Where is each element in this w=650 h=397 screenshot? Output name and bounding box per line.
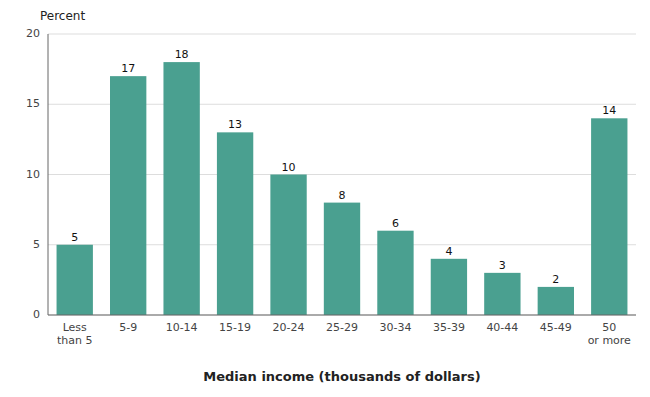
data-label: 5 [71, 231, 78, 244]
x-tick-label-line: 5-9 [119, 321, 137, 334]
y-tick-label: 15 [26, 97, 40, 110]
x-tick-label-line: or more [588, 334, 631, 347]
bar [110, 76, 146, 315]
x-tick-label-line: 15-19 [219, 321, 251, 334]
bar [484, 273, 520, 315]
data-label: 18 [175, 48, 189, 61]
bar [591, 118, 627, 315]
grid-line [48, 315, 636, 316]
y-tick-label: 20 [26, 27, 40, 40]
bar [431, 259, 467, 315]
x-tick-label-line: 20-24 [273, 321, 305, 334]
x-tick-label: 35-39 [433, 321, 465, 334]
data-label: 8 [339, 189, 346, 202]
x-tick-label: 15-19 [219, 321, 251, 334]
bar [163, 62, 199, 315]
data-label: 3 [499, 259, 506, 272]
x-tick-label: 45-49 [540, 321, 572, 334]
page: {"chart_data": {"type": "bar", "categori… [0, 0, 650, 397]
bar [324, 203, 360, 315]
x-tick-label-line: 10-14 [166, 321, 198, 334]
x-tick-label-line: 45-49 [540, 321, 572, 334]
bars [57, 62, 628, 315]
x-tick-label-line: 25-29 [326, 321, 358, 334]
y-tick-label: 0 [33, 308, 40, 321]
x-tick-label-line: than 5 [57, 334, 93, 347]
data-labels: 5 17 18 13 10 8 6 4 3 2 14 [71, 48, 616, 286]
x-tick-label: 50or more [588, 321, 631, 347]
bar [57, 245, 93, 315]
x-tick-label-line: 50 [602, 321, 616, 334]
x-tick-label-line: 35-39 [433, 321, 465, 334]
x-axis-line [48, 315, 636, 316]
bar [217, 132, 253, 315]
x-tick-label: 20-24 [273, 321, 305, 334]
chart-svg: 0 5 10 15 20Percent 5 17 18 13 10 8 6 4 3 2 14 Lessthan … [0, 0, 650, 397]
data-label: 2 [552, 273, 559, 286]
grid-line [48, 34, 636, 35]
data-label: 4 [445, 245, 452, 258]
x-axis: Lessthan 5 5-9 10-14 15-19 20-24 25-29 30-34 35… [57, 321, 631, 347]
y-tick-label: 10 [26, 168, 40, 181]
y-axis: 0 5 10 15 20 [26, 27, 636, 321]
x-tick-label: 40-44 [486, 321, 518, 334]
data-label: 13 [228, 118, 242, 131]
y-axis-line [48, 34, 49, 315]
x-tick-label: 25-29 [326, 321, 358, 334]
chart-container: 0 5 10 15 20Percent 5 17 18 13 10 8 6 4 3 2 14 Lessthan … [0, 0, 650, 397]
data-label: 14 [602, 104, 616, 117]
x-tick-label: 5-9 [119, 321, 137, 334]
x-tick-label: Lessthan 5 [57, 321, 93, 347]
y-axis-label: Percent [40, 9, 85, 23]
data-label: 6 [392, 217, 399, 230]
bar [377, 231, 413, 315]
x-tick-label: 10-14 [166, 321, 198, 334]
bar [538, 287, 574, 315]
x-tick-label-line: 40-44 [486, 321, 518, 334]
x-axis-label: Median income (thousands of dollars) [203, 369, 480, 384]
x-tick-label-line: Less [63, 321, 87, 334]
y-tick-label: 5 [33, 238, 40, 251]
bar [270, 175, 306, 316]
data-label: 17 [121, 62, 135, 75]
data-label: 10 [282, 161, 296, 174]
x-tick-label-line: 30-34 [379, 321, 411, 334]
x-tick-label: 30-34 [379, 321, 411, 334]
